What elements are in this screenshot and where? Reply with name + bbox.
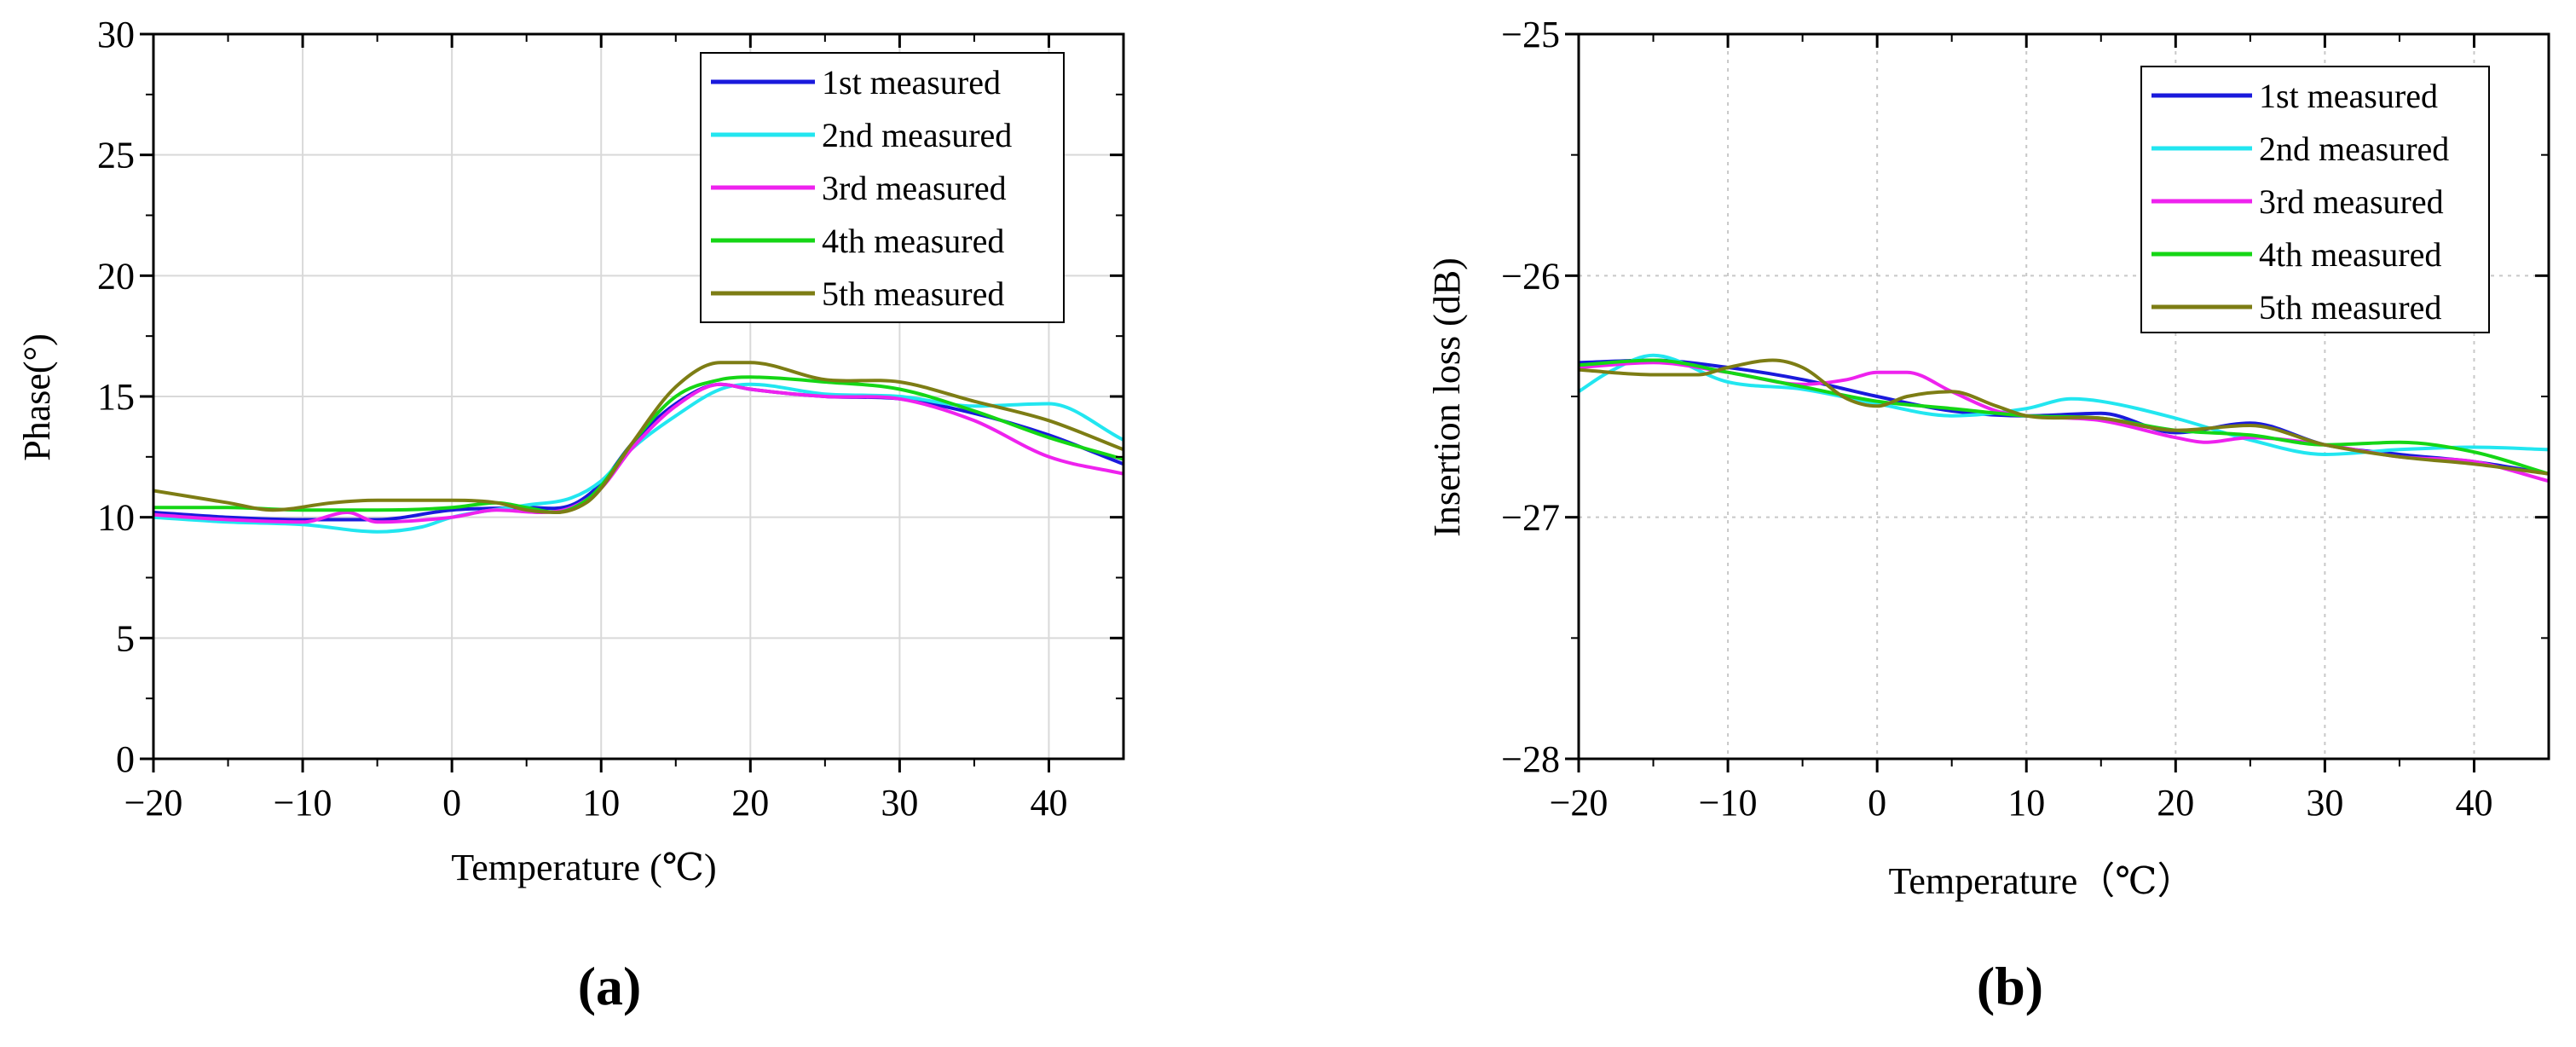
panel-a-axes (140, 32, 1125, 772)
x-tick-label: 40 (1030, 782, 1067, 824)
x-tick-label: 10 (582, 782, 620, 824)
panel-b-x-axis-title: Temperature（℃） (1889, 860, 2195, 902)
y-tick-label: −25 (1501, 14, 1560, 55)
series-line-1 (1579, 358, 2549, 476)
x-tick-label: −10 (1699, 782, 1758, 824)
x-tick-label: 20 (2157, 782, 2194, 824)
panel-a-x-axis-title: Temperature (℃) (451, 847, 716, 888)
y-tick-label: 0 (116, 738, 135, 780)
x-tick-label: 30 (2306, 782, 2343, 824)
legend-label-2: 2nd measured (822, 116, 1012, 154)
legend-label-4: 4th measured (822, 222, 1004, 260)
x-tick-label: −20 (1550, 782, 1609, 824)
y-tick-label: −26 (1501, 255, 1560, 297)
x-tick-label: −20 (124, 782, 183, 824)
x-tick-label: −10 (274, 782, 332, 824)
x-tick-label: 0 (1868, 782, 1886, 824)
y-tick-label: 30 (97, 14, 135, 55)
panel-a-label: (a) (578, 956, 642, 1016)
x-tick-label: 20 (731, 782, 769, 824)
y-tick-label: −28 (1501, 738, 1560, 780)
y-tick-label: 25 (97, 135, 135, 176)
x-tick-label: 40 (2455, 782, 2492, 824)
panel-b-axes (1565, 32, 2550, 772)
legend-label-3: 3rd measured (822, 169, 1007, 207)
panel-b-series-lines (1579, 353, 2549, 483)
legend-label-1: 1st measured (2259, 77, 2438, 115)
legend-label-4: 4th measured (2259, 235, 2441, 274)
panel-a-series-lines (153, 361, 1123, 534)
panel-b-tick-labels: −20 −10 0 10 20 30 40 −28 −27 −26 −25 (1501, 14, 2492, 824)
y-tick-label: 20 (97, 255, 135, 297)
legend-label-3: 3rd measured (2259, 182, 2444, 221)
legend-label-5: 5th measured (822, 275, 1004, 313)
y-tick-label: 10 (97, 497, 135, 539)
y-tick-label: 15 (97, 376, 135, 418)
panel-b-label: (b) (1977, 956, 2043, 1016)
y-tick-label: −27 (1501, 497, 1560, 539)
panel-a-phase-chart: −20 −10 0 10 20 30 40 0 5 10 15 20 25 30 Temperature … (16, 14, 1125, 1016)
y-tick-label: 5 (116, 617, 135, 659)
x-tick-label: 30 (881, 782, 918, 824)
panel-a-legend: 1st measured 2nd measured 3rd measured 4th … (700, 52, 1065, 323)
legend-label-2: 2nd measured (2259, 130, 2449, 168)
legend-label-1: 1st measured (822, 63, 1001, 101)
x-tick-label: 0 (442, 782, 461, 824)
series-line-5 (153, 361, 1123, 514)
panel-b-y-axis-title: Insertion loss (dB) (1426, 257, 1468, 537)
legend-label-5: 5th measured (2259, 288, 2441, 327)
series-line-5 (1579, 358, 2549, 476)
panel-b-insertion-loss-chart: −20 −10 0 10 20 30 40 −28 −27 −26 −25 Temperature（… (1426, 14, 2550, 1016)
panel-b-legend: 1st measured 2nd measured 3rd measured 4th … (2140, 66, 2490, 333)
panel-a-y-axis-title: Phase(°) (16, 333, 58, 461)
x-tick-label: 10 (2007, 782, 2045, 824)
panel-a-tick-labels: −20 −10 0 10 20 30 40 0 5 10 15 20 25 30 (97, 14, 1067, 824)
